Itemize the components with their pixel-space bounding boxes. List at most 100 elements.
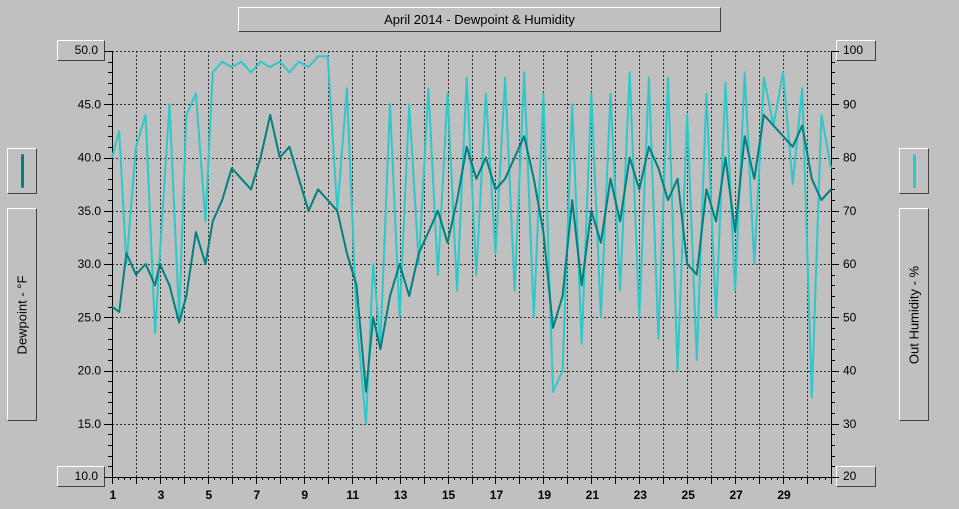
dewpoint-point (820, 199, 823, 201)
out-humidity-point (561, 369, 564, 372)
out-humidity-point (743, 71, 746, 74)
out-humidity-point (240, 60, 243, 63)
out-humidity-point (135, 146, 137, 148)
right-axis-tick-label: 30 (843, 417, 857, 431)
dewpoint-series-line (111, 113, 832, 393)
out-humidity-point (288, 71, 291, 74)
out-humidity-point (513, 289, 516, 292)
dewpoint-point (772, 124, 775, 127)
out-humidity-point (465, 76, 468, 79)
dewpoint-point (561, 295, 564, 297)
out-humidity-point (705, 92, 708, 95)
dewpoint-point (686, 263, 688, 265)
out-humidity-point (753, 263, 756, 265)
dewpoint-point (811, 178, 813, 180)
dewpoint-point (144, 263, 147, 265)
dewpoint-point (667, 199, 669, 201)
left-axis-tick-label: 30.0 (78, 257, 102, 271)
dewpoint-point (240, 178, 243, 180)
out-humidity-point (657, 337, 660, 340)
x-axis-tick-label: 13 (394, 488, 408, 502)
out-humidity-point (494, 252, 497, 255)
x-axis-tick-label: 19 (538, 488, 552, 502)
out-humidity-point (609, 92, 612, 95)
out-humidity-point (372, 263, 375, 265)
out-humidity-point (159, 252, 161, 255)
out-humidity-point (231, 66, 233, 68)
dewpoint-point (111, 305, 113, 308)
dewpoint-point (504, 178, 506, 180)
out-humidity-point (418, 263, 420, 265)
dewpoint-point (346, 252, 348, 255)
out-humidity-point (437, 273, 439, 276)
out-humidity-point (533, 316, 535, 319)
dewpoint-point (609, 178, 612, 180)
dewpoint-point (269, 114, 272, 116)
out-humidity-point (580, 343, 583, 345)
humidity-legend-swatch (899, 148, 929, 194)
dewpoint-point (178, 321, 180, 324)
x-axis-tick-label: 25 (682, 488, 696, 502)
out-humidity-point (600, 316, 602, 319)
dewpoint-point (336, 210, 339, 212)
dewpoint-point (619, 220, 621, 223)
dewpoint-point (307, 210, 310, 212)
dewpoint-point (250, 188, 252, 191)
out-humidity-point (389, 103, 391, 106)
dewpoint-point (523, 135, 525, 137)
out-humidity-point (185, 114, 188, 116)
dewpoint-point (590, 210, 593, 212)
out-humidity-point (317, 55, 319, 58)
plot-area (112, 51, 831, 477)
right-axis-tick-label: 50 (843, 310, 857, 324)
dewpoint-point (125, 252, 128, 255)
dewpoint-point (154, 284, 156, 287)
out-humidity-point (552, 391, 554, 393)
dewpoint-legend-swatch (7, 148, 37, 194)
out-humidity-point (456, 289, 458, 292)
out-humidity-point (542, 92, 545, 95)
right-axis-tick-label: 70 (843, 204, 857, 218)
out-humidity-point (365, 423, 367, 425)
x-axis-tick-label: 1 (110, 488, 117, 502)
left-axis-min-box: 10.0 (57, 466, 105, 487)
dewpoint-point (715, 220, 717, 223)
out-humidity-point (154, 332, 156, 335)
dewpoint-point (259, 156, 262, 159)
dewpoint-point (398, 263, 401, 265)
dewpoint-point (379, 348, 382, 351)
dewpoint-point (427, 231, 430, 233)
x-axis-tick-label: 17 (490, 488, 504, 502)
dewpoint-point (485, 156, 487, 159)
dewpoint-point (204, 263, 207, 265)
right-axis-tick-label: 80 (843, 151, 857, 165)
dewpoint-point (552, 327, 554, 329)
dewpoint-point (657, 167, 660, 169)
out-humidity-point (298, 60, 300, 63)
dewpoint-point (355, 284, 358, 287)
dewpoint-point (743, 135, 746, 137)
dewpoint-point (571, 199, 573, 201)
out-humidity-point (734, 289, 736, 292)
out-humidity-point (204, 220, 207, 223)
dewpoint-point (801, 124, 803, 127)
out-humidity-point (118, 130, 120, 132)
out-humidity-point (782, 71, 784, 74)
dewpoint-point (494, 188, 497, 191)
x-axis-tick-label: 5 (206, 488, 213, 502)
x-axis-tick-label: 15 (442, 488, 456, 502)
dewpoint-point (830, 188, 832, 191)
x-axis-tick-label: 27 (729, 488, 743, 502)
dewpoint-point (648, 146, 650, 148)
dewpoint-point (159, 263, 161, 265)
dewpoint-point (195, 231, 197, 233)
x-axis-tick-label: 23 (634, 488, 648, 502)
out-humidity-point (269, 66, 272, 68)
out-humidity-point (111, 156, 113, 159)
dewpoint-point (279, 156, 281, 159)
out-humidity-point (346, 87, 348, 90)
dewpoint-point (372, 316, 375, 319)
chart-title: April 2014 - Dewpoint & Humidity (238, 7, 721, 32)
dewpoint-point (600, 241, 602, 244)
out-humidity-point (168, 103, 171, 106)
